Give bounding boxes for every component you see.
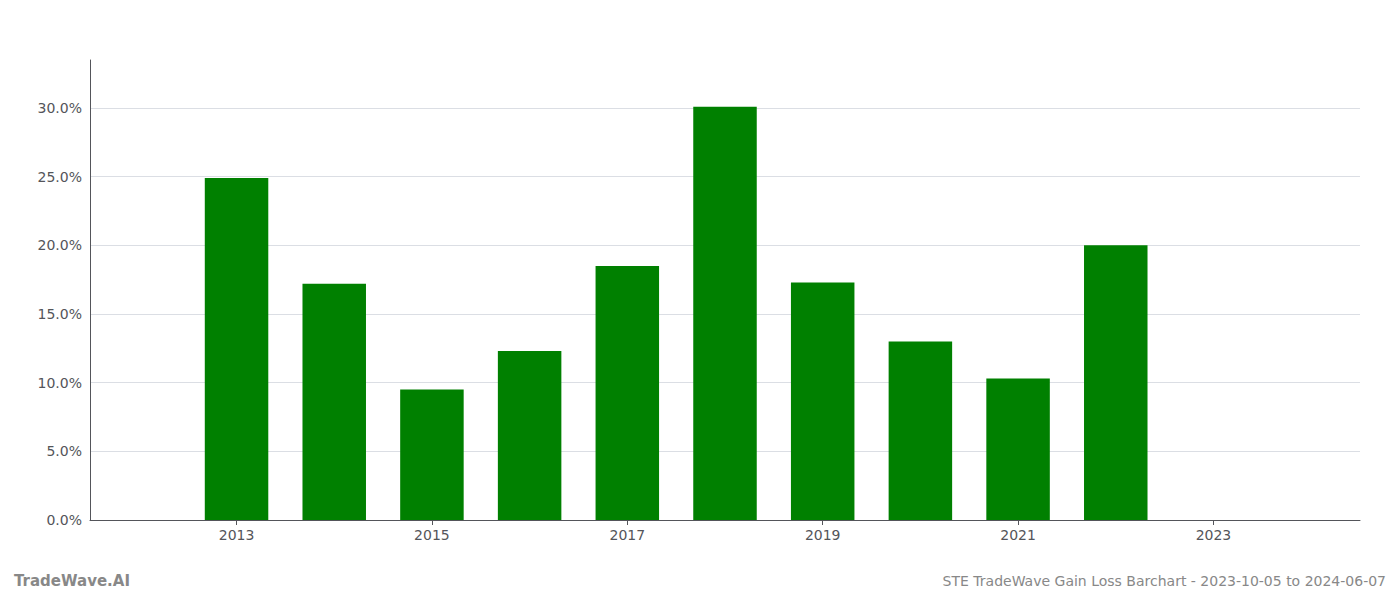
svg-text:30.0%: 30.0% [38,100,82,116]
svg-text:2023: 2023 [1196,527,1232,543]
svg-text:25.0%: 25.0% [38,169,82,185]
svg-text:15.0%: 15.0% [38,306,82,322]
svg-text:2015: 2015 [414,527,450,543]
svg-text:0.0%: 0.0% [46,512,82,528]
svg-text:2019: 2019 [805,527,841,543]
svg-text:5.0%: 5.0% [46,443,82,459]
svg-text:10.0%: 10.0% [38,375,82,391]
svg-text:2013: 2013 [219,527,255,543]
svg-text:2021: 2021 [1000,527,1036,543]
svg-text:2017: 2017 [609,527,645,543]
svg-text:STE TradeWave Gain Loss Barcha: STE TradeWave Gain Loss Barchart - 2023-… [943,573,1386,589]
svg-text:20.0%: 20.0% [38,237,82,253]
svg-text:TradeWave.AI: TradeWave.AI [14,572,130,590]
